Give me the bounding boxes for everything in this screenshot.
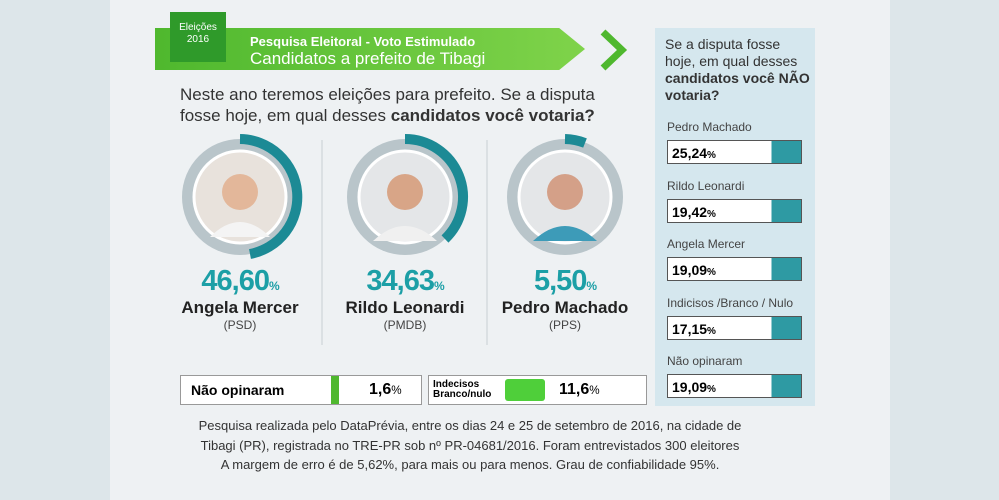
- question-bold: candidatos você NÃO votaria?: [665, 70, 810, 103]
- rejection-question: Se a disputa fosse hoje, em qual desses …: [665, 36, 810, 104]
- name: Pedro Machado: [501, 298, 629, 317]
- rejection-value: 19,42: [672, 203, 708, 220]
- unit: %: [707, 150, 716, 161]
- unit: %: [391, 383, 402, 397]
- unit: %: [268, 279, 280, 293]
- chevron: [600, 29, 628, 71]
- party: (PMDB): [383, 318, 427, 332]
- unit: %: [707, 208, 716, 220]
- question-text: Neste ano teremos eleições para prefeito…: [180, 85, 595, 125]
- question: Neste ano teremos eleições para prefeito…: [180, 84, 620, 126]
- percent: 46,60: [201, 265, 270, 297]
- banner: [155, 28, 585, 70]
- unit: %: [707, 384, 716, 395]
- others-label: Indecisos Branco/nulo: [433, 379, 492, 400]
- rejection-bar: 17,15%: [667, 315, 802, 340]
- party: (PPS): [548, 318, 581, 332]
- unit: %: [586, 279, 597, 293]
- rejection-value: 19,09: [672, 379, 708, 395]
- unit: %: [707, 325, 716, 337]
- header-line1: Pesquisa Eleitoral - Voto Estimulado: [250, 34, 476, 49]
- rejection-bar: 25,24%: [667, 140, 802, 164]
- unit: %: [707, 267, 716, 278]
- party: (PSD): [223, 318, 257, 332]
- rejection-value: 25,24: [672, 145, 708, 161]
- others-value: 1,6: [369, 381, 392, 398]
- rejection-bar: 19,09%: [667, 257, 802, 281]
- badge: Eleições 2016: [170, 12, 226, 62]
- question-bold: candidatos você votaria?: [390, 106, 595, 125]
- question-text: Se a disputa fosse hoje, em qual desses: [665, 36, 798, 69]
- candidate: 34,63% Rildo Leonardi (PMDB): [325, 265, 485, 332]
- unit: %: [433, 279, 445, 293]
- rejection-label: Indicisos /Branco / Nulo: [667, 295, 794, 310]
- candidate: 5,50% Pedro Machado (PPS): [485, 265, 645, 332]
- footnote: Pesquisa realizada pelo DataPrévia, entr…: [198, 418, 742, 433]
- unit: %: [589, 383, 600, 397]
- rejection-bar: 19,42%: [667, 198, 802, 223]
- rejection-label: Rildo Leonardi: [667, 178, 745, 193]
- rejection-value: 17,15: [672, 320, 708, 337]
- percent: 34,63: [366, 265, 435, 297]
- footnote: A margem de erro é de 5,62%, para mais o…: [220, 457, 720, 472]
- others-box: Indecisos Branco/nulo 11,6%: [428, 375, 647, 405]
- portraits: [182, 134, 623, 345]
- rejection-label: Não opinaram: [667, 354, 743, 368]
- others-label: Não opinaram: [191, 382, 285, 398]
- rejection-label: Angela Mercer: [667, 237, 746, 251]
- rejection-value: 19,09: [672, 262, 708, 278]
- rejection-label: Pedro Machado: [667, 120, 752, 134]
- percent: 5,50: [533, 265, 587, 297]
- candidate: 46,60% Angela Mercer (PSD): [160, 265, 320, 332]
- others-value: 11,6: [559, 381, 590, 398]
- name: Angela Mercer: [181, 298, 299, 317]
- others-box: Não opinaram 1,6%: [180, 375, 422, 405]
- footnote: Tibagi (PR), registrada no TRE-PR sob nº…: [200, 438, 740, 453]
- header-line2: Candidatos a prefeito de Tibagi: [250, 49, 486, 68]
- name: Rildo Leonardi: [345, 298, 465, 317]
- rejection-bar: 19,09%: [667, 374, 802, 398]
